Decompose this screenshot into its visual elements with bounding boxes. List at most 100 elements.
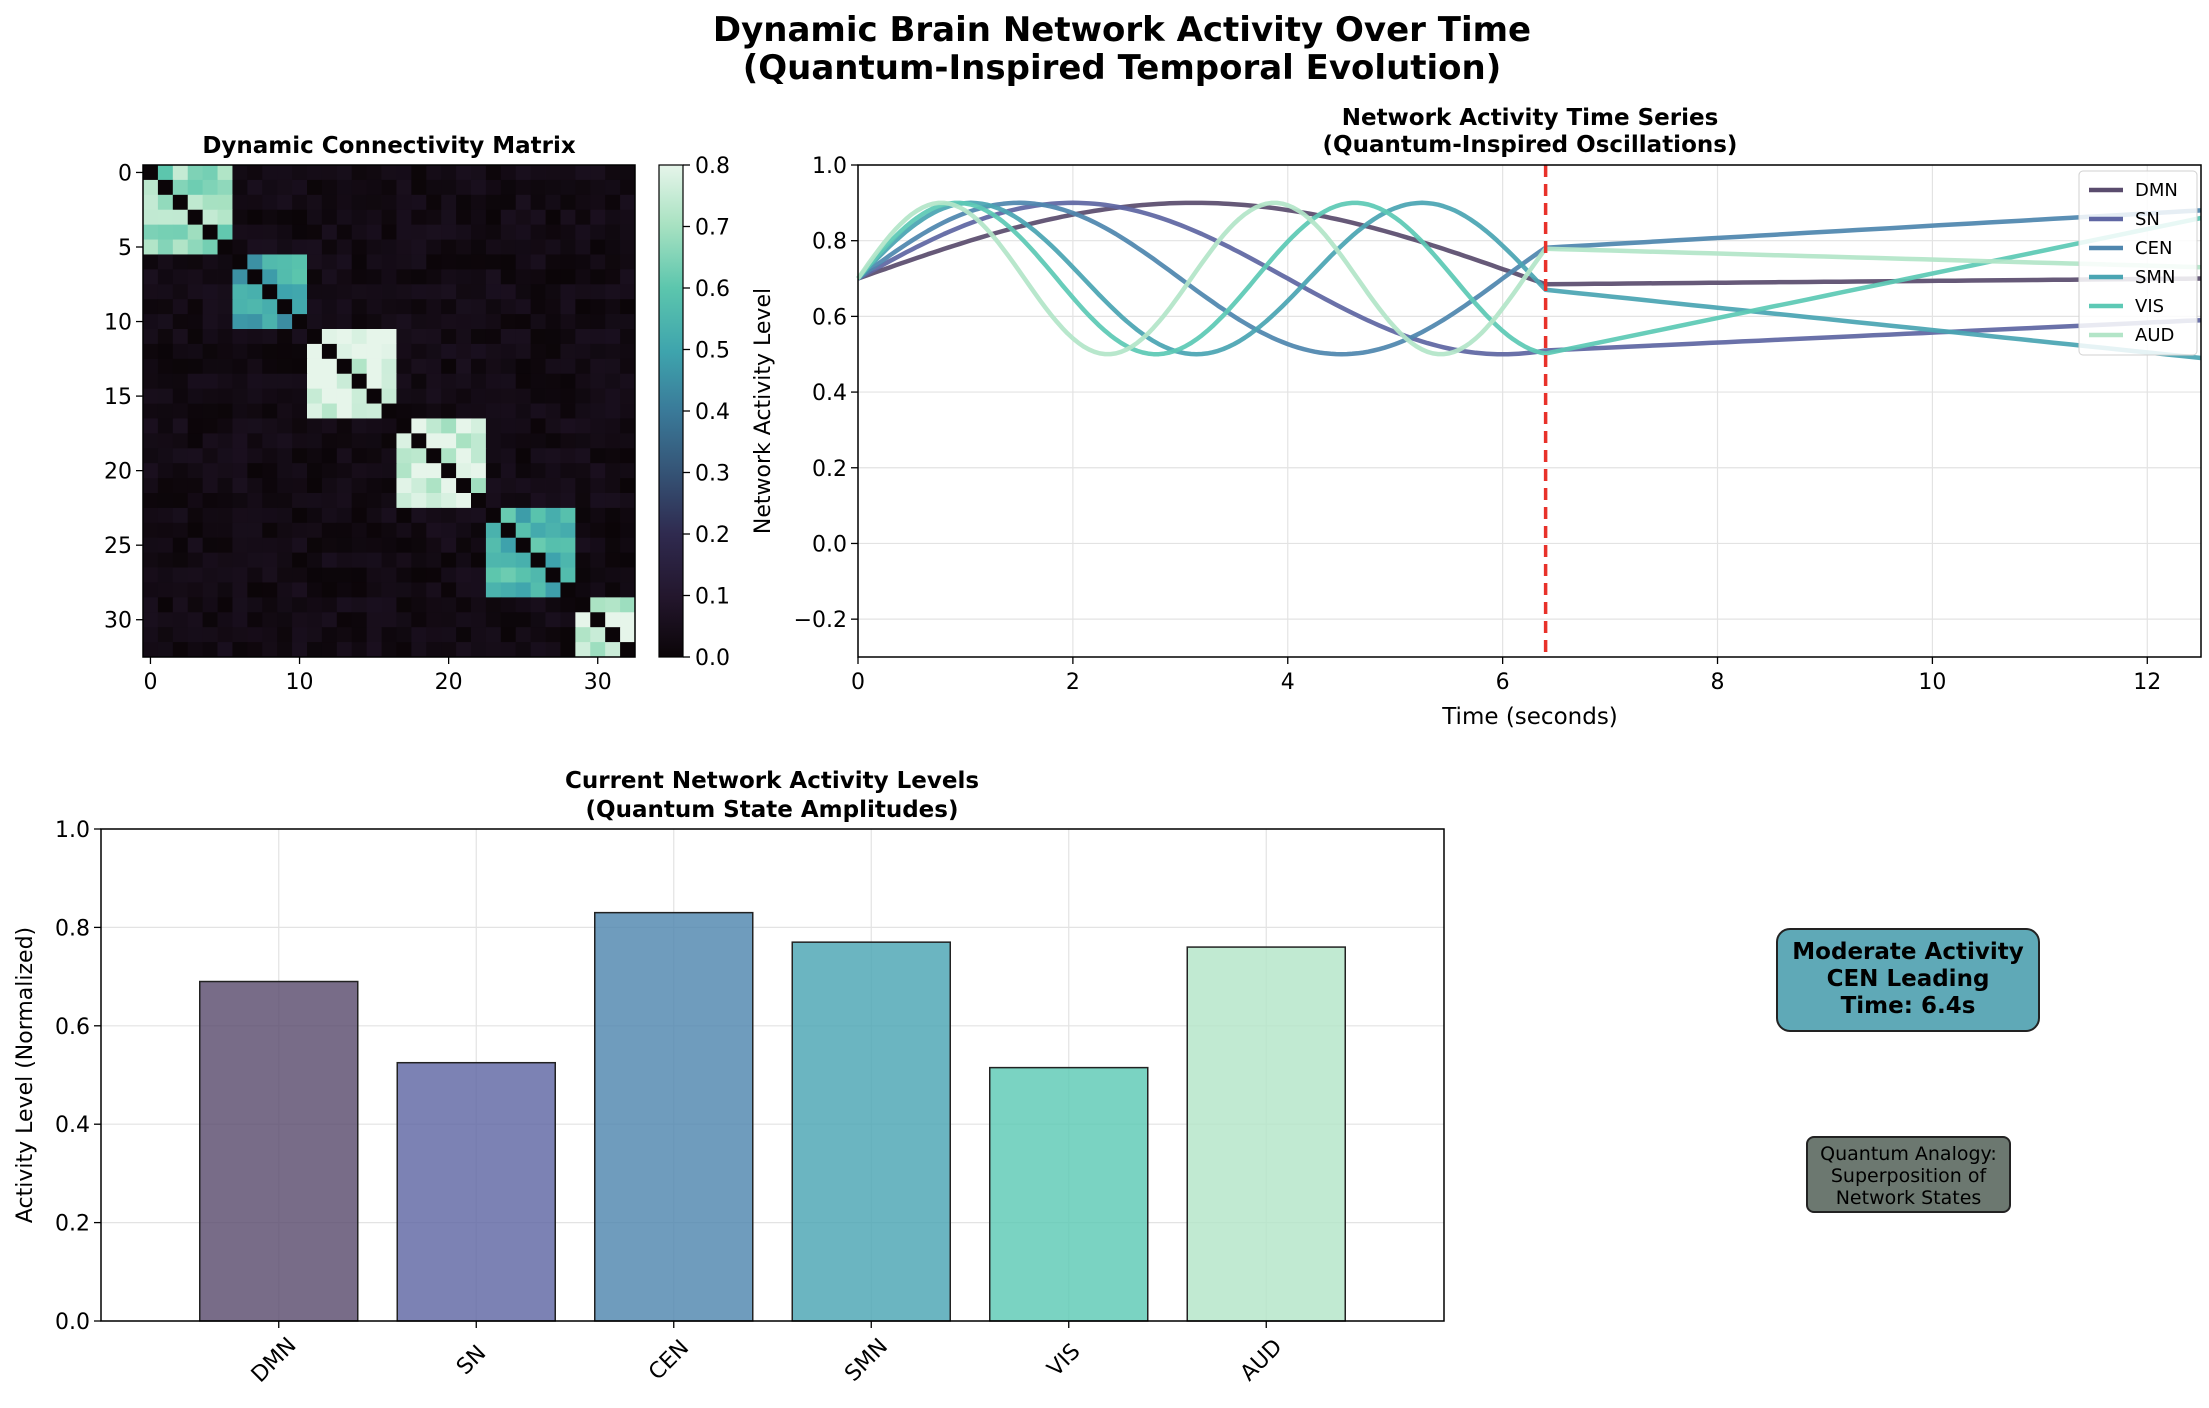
status-box: Moderate Activity CEN Leading Time: 6.4s xyxy=(1776,928,2040,1032)
heatmap-cell xyxy=(590,433,606,449)
heatmap-cell xyxy=(217,612,233,628)
heatmap-cell xyxy=(321,209,338,226)
bar-sn xyxy=(396,1061,556,1322)
heatmap-cell xyxy=(500,478,517,494)
heatmap-cell xyxy=(187,463,204,479)
heatmap-cell xyxy=(515,612,532,628)
heatmap-cell xyxy=(351,567,368,583)
heatmap-cell xyxy=(202,329,218,345)
heatmap-cell xyxy=(172,448,189,464)
colorbar-tick-label: 0.3 xyxy=(695,462,730,487)
heatmap-cell xyxy=(202,567,218,583)
heatmap-cell xyxy=(441,582,457,598)
heatmap-cell xyxy=(560,224,576,240)
heatmap-cell xyxy=(620,478,636,494)
heatmap-cell xyxy=(262,507,278,524)
heatmap-cell xyxy=(545,627,561,643)
heatmap-cell xyxy=(396,448,412,464)
heatmap-cell xyxy=(471,314,487,330)
heatmap-cell xyxy=(202,165,218,181)
heatmap-cell xyxy=(202,343,218,360)
heatmap-cell xyxy=(232,254,248,270)
heatmap-cell xyxy=(530,329,546,345)
heatmap-cell xyxy=(321,165,338,181)
heatmap-cell xyxy=(456,358,472,375)
heatmap-cell xyxy=(545,254,561,270)
heatmap-cell xyxy=(232,403,248,419)
heatmap-cell xyxy=(605,478,621,494)
heatmap-cell xyxy=(620,179,636,196)
heatmap-cell xyxy=(530,507,546,524)
heatmap-cell xyxy=(202,388,218,404)
heatmap-cell xyxy=(143,373,159,390)
heatmap-cell xyxy=(157,284,174,300)
heatmap-cell xyxy=(530,373,546,390)
heatmap-cell xyxy=(471,254,487,270)
heatmap-cell xyxy=(187,433,204,449)
heatmap-cell xyxy=(202,597,218,613)
heatmap-cell xyxy=(485,582,502,598)
heatmap-cell xyxy=(575,567,591,583)
heatmap-cell xyxy=(396,493,412,509)
heatmap-cell xyxy=(381,373,397,390)
heatmap-cell xyxy=(366,597,382,613)
heatmap-cell xyxy=(590,343,606,360)
heatmap-cell xyxy=(575,314,591,330)
heatmap-cell xyxy=(590,239,606,255)
heatmap-cell xyxy=(217,314,233,330)
heatmap-ytick-label: 25 xyxy=(104,534,132,559)
heatmap-cell xyxy=(426,343,442,360)
heatmap-cell xyxy=(575,239,591,255)
heatmap-cell xyxy=(381,329,397,345)
heatmap-cell xyxy=(187,597,204,613)
heatmap-cell xyxy=(426,403,442,419)
heatmap-cell xyxy=(441,418,457,434)
heatmap-cell xyxy=(172,582,189,598)
heatmap-cell xyxy=(292,299,308,315)
heatmap-cell xyxy=(292,209,308,226)
heatmap-cell xyxy=(247,418,263,434)
heatmap-cell xyxy=(187,358,204,375)
colorbar xyxy=(658,164,684,658)
heatmap-cell xyxy=(381,358,397,375)
heatmap-cell xyxy=(336,493,353,509)
heatmap-cell xyxy=(530,478,546,494)
heatmap-cell xyxy=(620,463,636,479)
heatmap-cell xyxy=(292,224,308,240)
heatmap-cell xyxy=(157,627,174,643)
heatmap-cell xyxy=(307,493,323,509)
heatmap-cell xyxy=(560,209,576,226)
heatmap-cell xyxy=(500,358,517,375)
heatmap-cell xyxy=(411,224,427,240)
heatmap-cell xyxy=(262,567,278,583)
heatmap-cell xyxy=(232,299,248,315)
heatmap-cell xyxy=(515,493,532,509)
heatmap-cell xyxy=(187,478,204,494)
heatmap-cell xyxy=(321,582,338,598)
heatmap-cell xyxy=(202,403,218,419)
heatmap-cell xyxy=(530,224,546,240)
heatmap-cell xyxy=(530,358,546,375)
heatmap-cell xyxy=(247,612,263,628)
heatmap-cell xyxy=(366,493,382,509)
heatmap-cell xyxy=(232,582,248,598)
heatmap-cell xyxy=(575,612,591,628)
heatmap-cell xyxy=(500,314,517,330)
heatmap-cell xyxy=(366,314,382,330)
heatmap-cell xyxy=(277,403,293,419)
heatmap-cell xyxy=(351,254,368,270)
heatmap-cell xyxy=(157,269,174,285)
heatmap-cell xyxy=(232,507,248,524)
heatmap-cell xyxy=(217,627,233,643)
heatmap-cell xyxy=(262,522,278,539)
heatmap-cell xyxy=(590,478,606,494)
heatmap-cell xyxy=(560,567,576,583)
heatmap-cell xyxy=(485,329,502,345)
heatmap-cell xyxy=(515,343,532,360)
heatmap-cell xyxy=(143,448,159,464)
heatmap-cell xyxy=(172,433,189,449)
heatmap-cell xyxy=(351,209,368,226)
line-chart-title: Network Activity Time Series xyxy=(1342,105,1719,131)
heatmap-cell xyxy=(336,418,353,434)
heatmap-xtick-label: 30 xyxy=(584,670,612,695)
